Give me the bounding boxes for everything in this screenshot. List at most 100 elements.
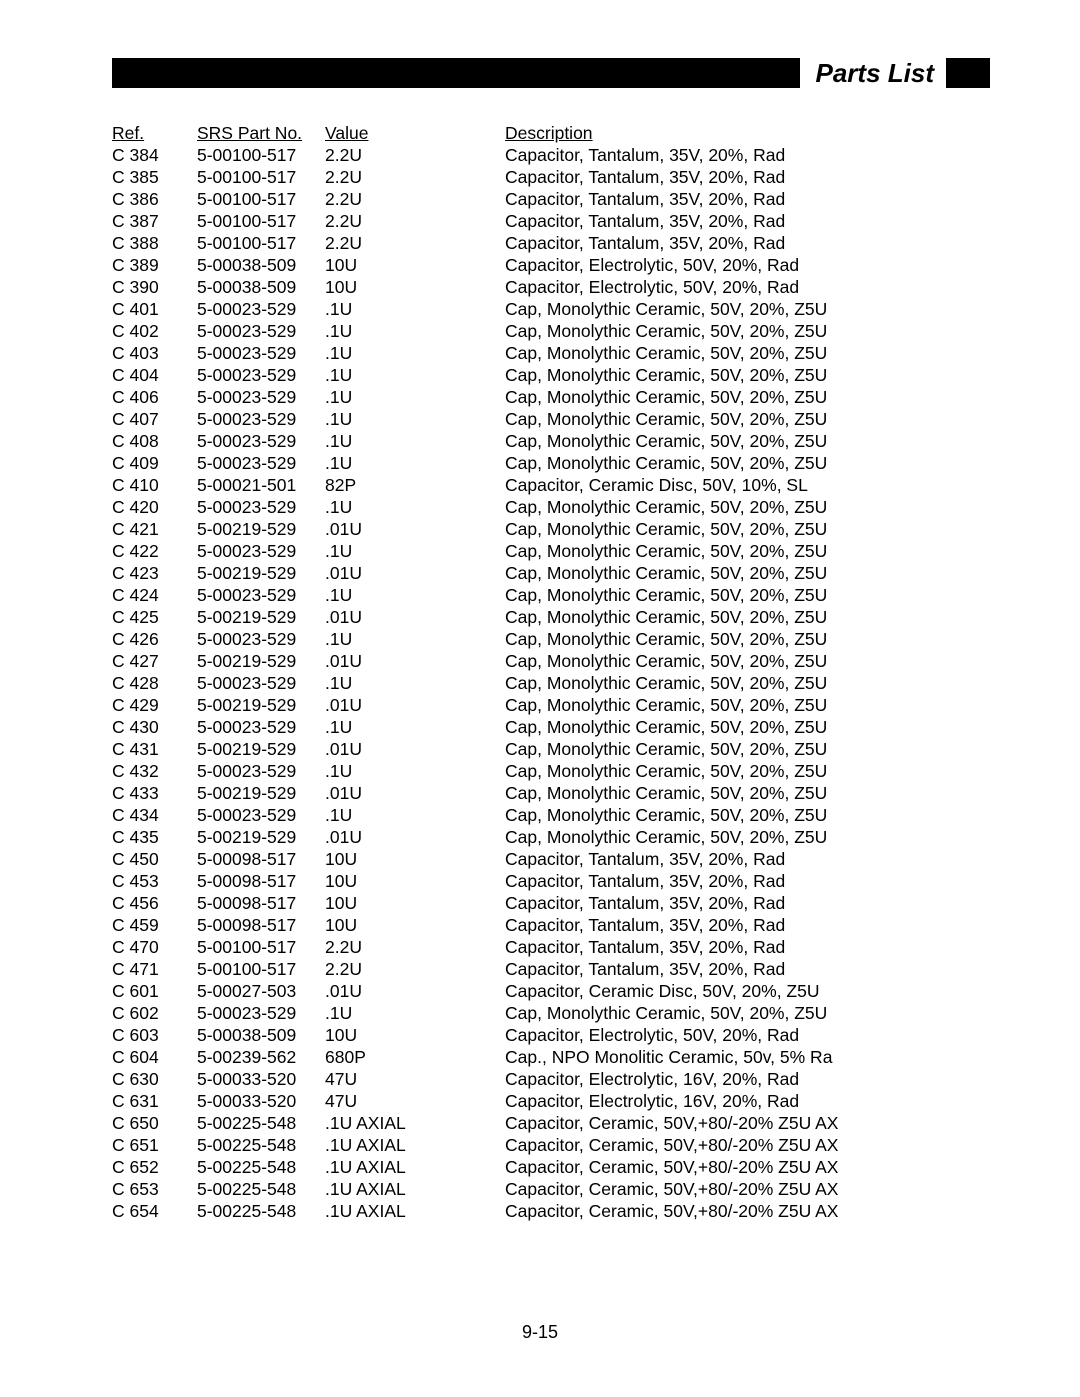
- cell-desc: Cap, Monolythic Ceramic, 50V, 20%, Z5U: [505, 518, 990, 540]
- cell-desc: Capacitor, Tantalum, 35V, 20%, Rad: [505, 848, 990, 870]
- cell-desc: Capacitor, Electrolytic, 50V, 20%, Rad: [505, 276, 990, 298]
- table-row: C 4595-00098-51710UCapacitor, Tantalum, …: [112, 914, 990, 936]
- cell-desc: Cap, Monolythic Ceramic, 50V, 20%, Z5U: [505, 430, 990, 452]
- table-row: C 6535-00225-548.1U AXIALCapacitor, Cera…: [112, 1178, 990, 1200]
- cell-value: 2.2U: [325, 210, 505, 232]
- table-row: C 4235-00219-529.01UCap, Monolythic Cera…: [112, 562, 990, 584]
- table-row: C 4085-00023-529.1UCap, Monolythic Ceram…: [112, 430, 990, 452]
- cell-value: 2.2U: [325, 144, 505, 166]
- cell-part: 5-00225-548: [197, 1156, 325, 1178]
- cell-part: 5-00219-529: [197, 826, 325, 848]
- cell-desc: Cap, Monolythic Ceramic, 50V, 20%, Z5U: [505, 826, 990, 848]
- cell-ref: C 423: [112, 562, 197, 584]
- cell-value: .01U: [325, 826, 505, 848]
- cell-ref: C 430: [112, 716, 197, 738]
- col-header-ref: Ref.: [112, 123, 144, 143]
- cell-value: .01U: [325, 606, 505, 628]
- cell-ref: C 421: [112, 518, 197, 540]
- cell-ref: C 459: [112, 914, 197, 936]
- cell-value: 10U: [325, 870, 505, 892]
- cell-part: 5-00225-548: [197, 1178, 325, 1200]
- cell-desc: Cap, Monolythic Ceramic, 50V, 20%, Z5U: [505, 760, 990, 782]
- cell-value: .1U: [325, 408, 505, 430]
- col-header-part: SRS Part No.: [197, 123, 302, 143]
- table-row: C 6515-00225-548.1U AXIALCapacitor, Cera…: [112, 1134, 990, 1156]
- col-header-value: Value: [325, 123, 368, 143]
- cell-ref: C 434: [112, 804, 197, 826]
- table-row: C 4305-00023-529.1UCap, Monolythic Ceram…: [112, 716, 990, 738]
- table-row: C 4105-00021-50182PCapacitor, Ceramic Di…: [112, 474, 990, 496]
- cell-desc: Cap, Monolythic Ceramic, 50V, 20%, Z5U: [505, 584, 990, 606]
- cell-ref: C 427: [112, 650, 197, 672]
- table-row: C 4025-00023-529.1UCap, Monolythic Ceram…: [112, 320, 990, 342]
- cell-value: 10U: [325, 914, 505, 936]
- cell-ref: C 450: [112, 848, 197, 870]
- cell-desc: Capacitor, Ceramic, 50V,+80/-20% Z5U AX: [505, 1200, 990, 1222]
- cell-part: 5-00023-529: [197, 298, 325, 320]
- cell-desc: Cap, Monolythic Ceramic, 50V, 20%, Z5U: [505, 386, 990, 408]
- cell-value: .1U: [325, 540, 505, 562]
- page-number: 9-15: [0, 1322, 1080, 1343]
- cell-value: .01U: [325, 694, 505, 716]
- cell-part: 5-00100-517: [197, 936, 325, 958]
- cell-value: 82P: [325, 474, 505, 496]
- cell-desc: Cap, Monolythic Ceramic, 50V, 20%, Z5U: [505, 320, 990, 342]
- cell-value: .01U: [325, 562, 505, 584]
- cell-desc: Cap, Monolythic Ceramic, 50V, 20%, Z5U: [505, 364, 990, 386]
- cell-desc: Capacitor, Ceramic Disc, 50V, 10%, SL: [505, 474, 990, 496]
- cell-desc: Capacitor, Electrolytic, 50V, 20%, Rad: [505, 254, 990, 276]
- cell-desc: Capacitor, Electrolytic, 16V, 20%, Rad: [505, 1090, 990, 1112]
- cell-value: .01U: [325, 980, 505, 1002]
- cell-ref: C 410: [112, 474, 197, 496]
- cell-desc: Cap, Monolythic Ceramic, 50V, 20%, Z5U: [505, 738, 990, 760]
- table-row: C 4275-00219-529.01UCap, Monolythic Cera…: [112, 650, 990, 672]
- cell-part: 5-00098-517: [197, 848, 325, 870]
- cell-desc: Cap, Monolythic Ceramic, 50V, 20%, Z5U: [505, 650, 990, 672]
- cell-ref: C 456: [112, 892, 197, 914]
- table-row: C 4205-00023-529.1UCap, Monolythic Ceram…: [112, 496, 990, 518]
- cell-desc: Capacitor, Tantalum, 35V, 20%, Rad: [505, 232, 990, 254]
- cell-part: 5-00038-509: [197, 276, 325, 298]
- cell-ref: C 407: [112, 408, 197, 430]
- table-row: C 6525-00225-548.1U AXIALCapacitor, Cera…: [112, 1156, 990, 1178]
- cell-value: 2.2U: [325, 958, 505, 980]
- cell-part: 5-00023-529: [197, 320, 325, 342]
- cell-ref: C 431: [112, 738, 197, 760]
- table-row: C 6015-00027-503.01UCapacitor, Ceramic D…: [112, 980, 990, 1002]
- table-row: C 4045-00023-529.1UCap, Monolythic Ceram…: [112, 364, 990, 386]
- cell-value: .1U: [325, 760, 505, 782]
- table-row: C 4245-00023-529.1UCap, Monolythic Ceram…: [112, 584, 990, 606]
- cell-ref: C 631: [112, 1090, 197, 1112]
- cell-ref: C 388: [112, 232, 197, 254]
- cell-part: 5-00023-529: [197, 1002, 325, 1024]
- table-row: C 4035-00023-529.1UCap, Monolythic Ceram…: [112, 342, 990, 364]
- cell-ref: C 433: [112, 782, 197, 804]
- table-row: C 4225-00023-529.1UCap, Monolythic Ceram…: [112, 540, 990, 562]
- cell-ref: C 390: [112, 276, 197, 298]
- cell-value: 10U: [325, 254, 505, 276]
- cell-desc: Cap, Monolythic Ceramic, 50V, 20%, Z5U: [505, 1002, 990, 1024]
- table-row: C 4095-00023-529.1UCap, Monolythic Ceram…: [112, 452, 990, 474]
- cell-desc: Capacitor, Ceramic, 50V,+80/-20% Z5U AX: [505, 1112, 990, 1134]
- cell-value: .01U: [325, 738, 505, 760]
- table-row: C 6505-00225-548.1U AXIALCapacitor, Cera…: [112, 1112, 990, 1134]
- cell-value: 2.2U: [325, 188, 505, 210]
- cell-part: 5-00100-517: [197, 232, 325, 254]
- header-bar-right: [946, 58, 990, 88]
- cell-ref: C 386: [112, 188, 197, 210]
- cell-desc: Capacitor, Tantalum, 35V, 20%, Rad: [505, 166, 990, 188]
- cell-desc: Cap, Monolythic Ceramic, 50V, 20%, Z5U: [505, 606, 990, 628]
- cell-ref: C 420: [112, 496, 197, 518]
- cell-value: 2.2U: [325, 936, 505, 958]
- cell-ref: C 604: [112, 1046, 197, 1068]
- cell-part: 5-00100-517: [197, 958, 325, 980]
- cell-ref: C 422: [112, 540, 197, 562]
- cell-desc: Cap, Monolythic Ceramic, 50V, 20%, Z5U: [505, 342, 990, 364]
- cell-ref: C 602: [112, 1002, 197, 1024]
- cell-ref: C 654: [112, 1200, 197, 1222]
- cell-part: 5-00023-529: [197, 804, 325, 826]
- cell-ref: C 387: [112, 210, 197, 232]
- cell-value: 47U: [325, 1068, 505, 1090]
- cell-ref: C 426: [112, 628, 197, 650]
- table-row: C 4325-00023-529.1UCap, Monolythic Ceram…: [112, 760, 990, 782]
